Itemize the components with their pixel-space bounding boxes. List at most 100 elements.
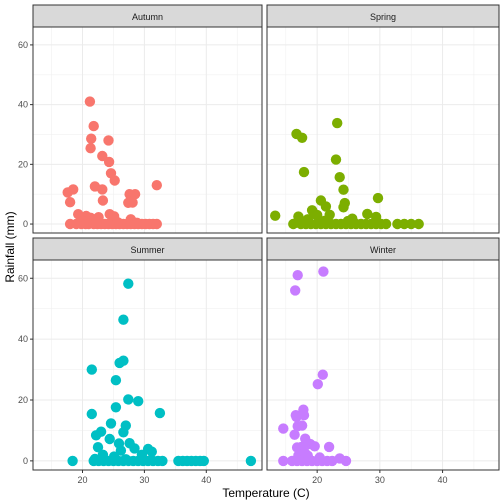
y-axis-label: Rainfall (mm): [3, 211, 17, 282]
data-point-spring: [380, 218, 392, 230]
strip-label-autumn: Autumn: [132, 12, 163, 22]
panel-winter: Winter 20 30 40: [266, 237, 500, 485]
panel-summer: Summer 0 20 40 60 20 30 40: [18, 237, 263, 485]
strip-label-winter: Winter: [370, 245, 396, 255]
data-point-spring: [270, 210, 281, 221]
data-point-winter: [299, 447, 310, 458]
data-point-winter: [317, 369, 328, 380]
y-tick-label: 0: [23, 456, 28, 466]
data-point-winter: [309, 441, 320, 452]
panel-autumn: Autumn 0 20 40 60: [18, 4, 263, 234]
data-point-summer: [118, 314, 129, 325]
data-point-summer: [129, 443, 140, 454]
data-point-summer: [118, 355, 129, 366]
data-point-autumn: [88, 120, 99, 132]
y-tick-label: 40: [18, 100, 28, 110]
data-point-spring: [338, 202, 349, 213]
x-tick-label: 30: [139, 475, 149, 485]
data-point-spring: [312, 209, 323, 221]
data-point-summer: [245, 455, 257, 467]
data-point-autumn: [68, 184, 79, 195]
data-point-spring: [320, 201, 332, 212]
data-point-summer: [92, 442, 104, 453]
data-point-autumn: [86, 133, 97, 144]
x-tick-label: 20: [312, 475, 322, 485]
data-point-autumn: [90, 217, 102, 228]
data-point-spring: [372, 192, 384, 204]
data-point-summer: [157, 455, 168, 467]
data-point-spring: [362, 208, 373, 220]
data-point-winter: [289, 429, 300, 440]
x-tick-label: 40: [201, 475, 211, 485]
data-point-winter: [278, 423, 289, 434]
panel-border-winter: [266, 259, 500, 471]
data-point-spring: [338, 184, 349, 195]
data-point-autumn: [97, 150, 108, 162]
panel-border-spring: [266, 26, 500, 234]
data-point-spring: [332, 117, 343, 129]
data-point-summer: [86, 364, 98, 375]
y-tick-label: 60: [18, 40, 28, 50]
data-point-summer: [133, 396, 144, 407]
data-point-spring: [298, 166, 310, 178]
data-point-summer: [89, 453, 101, 465]
data-point-summer: [110, 375, 122, 386]
data-point-summer: [104, 433, 115, 445]
data-point-summer: [154, 407, 166, 419]
data-point-spring: [334, 172, 345, 183]
data-point-autumn: [131, 217, 143, 228]
x-axis-label: Temperature (C): [222, 486, 309, 500]
data-point-summer: [115, 445, 127, 456]
data-point-summer: [118, 427, 129, 438]
data-point-winter: [323, 441, 335, 453]
data-point-autumn: [64, 197, 76, 208]
data-point-autumn: [129, 189, 141, 200]
strip-label-summer: Summer: [130, 245, 164, 255]
data-point-spring: [296, 132, 308, 143]
data-point-autumn: [85, 143, 96, 154]
data-point-summer: [120, 454, 131, 465]
data-point-spring: [330, 154, 342, 165]
data-point-winter: [290, 285, 301, 296]
data-point-autumn: [103, 156, 115, 168]
data-point-winter: [298, 410, 310, 421]
data-point-summer: [123, 278, 134, 289]
data-point-summer: [198, 455, 209, 467]
data-point-winter: [312, 379, 323, 390]
data-point-autumn: [112, 217, 124, 228]
data-point-autumn: [127, 197, 138, 208]
data-point-autumn: [103, 135, 114, 146]
data-point-winter: [292, 270, 303, 281]
data-point-winter: [278, 455, 289, 467]
y-tick-label: 20: [18, 395, 28, 405]
data-point-spring: [413, 218, 424, 230]
strip-label-spring: Spring: [370, 12, 396, 22]
panel-border-summer: [32, 259, 263, 471]
data-point-winter: [291, 442, 303, 453]
y-tick-label: 40: [18, 334, 28, 344]
panel-spring: Spring: [266, 4, 500, 234]
data-point-autumn: [97, 195, 109, 206]
data-point-summer: [105, 418, 117, 429]
data-point-summer: [67, 455, 78, 467]
data-point-spring: [406, 218, 417, 230]
y-tick-label: 20: [18, 159, 28, 169]
plot-area-spring: [267, 27, 499, 233]
data-point-autumn: [151, 218, 162, 230]
data-point-autumn: [84, 96, 96, 107]
data-point-summer: [90, 430, 102, 441]
panel-border-autumn: [32, 26, 263, 234]
data-point-summer: [146, 446, 157, 457]
x-tick-label: 40: [438, 475, 448, 485]
data-point-spring: [288, 218, 299, 230]
data-point-autumn: [109, 175, 120, 186]
data-point-summer: [123, 394, 134, 405]
y-tick-label: 60: [18, 273, 28, 283]
data-point-winter: [314, 452, 325, 463]
data-point-autumn: [97, 184, 108, 195]
x-tick-label: 30: [375, 475, 385, 485]
data-point-winter: [340, 455, 352, 467]
data-point-autumn: [151, 180, 162, 191]
